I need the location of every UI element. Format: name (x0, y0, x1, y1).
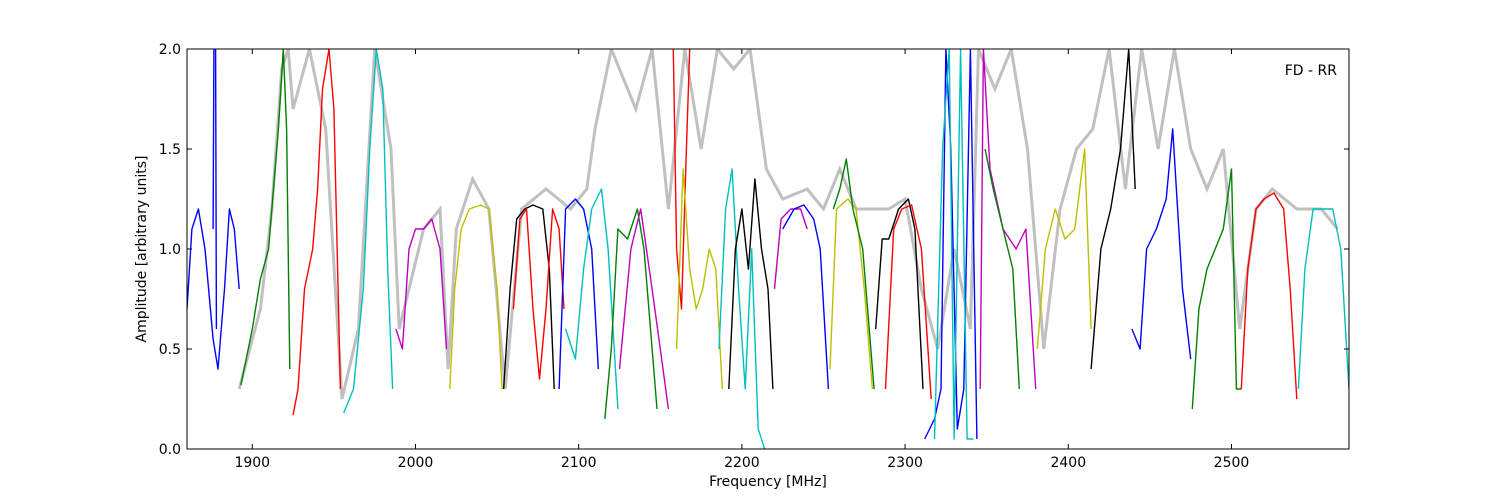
series-line-1 (212, 49, 218, 330)
series-line-31 (1240, 192, 1298, 400)
y-tick-label: 1.0 (159, 242, 181, 258)
series-line-6 (449, 204, 503, 390)
series-line-15 (718, 168, 766, 449)
x-tick-label: 2200 (724, 455, 760, 471)
background-trace (237, 49, 1339, 400)
series-line-20 (832, 158, 875, 390)
series-line-14 (675, 168, 723, 390)
series-line-2 (240, 49, 291, 386)
series-line-22 (884, 204, 932, 400)
series-line-32 (1297, 208, 1349, 390)
series-line-16 (728, 178, 774, 390)
series-line-12 (618, 208, 670, 410)
series-line-24 (933, 49, 974, 440)
series-line-13 (672, 49, 691, 310)
y-axis-title: Amplitude [arbitrary units] (134, 156, 150, 343)
series-line-29 (1131, 128, 1192, 360)
x-tick-label: 1900 (234, 455, 270, 471)
x-tick-label: 2100 (561, 455, 597, 471)
y-tick-label: 2.0 (159, 42, 181, 58)
series-line-4 (343, 49, 394, 414)
series-traces (187, 49, 1349, 449)
x-axis-title: Frequency [MHz] (709, 474, 827, 490)
series-line-18 (782, 204, 830, 390)
series-line-11 (604, 208, 658, 420)
series-line-9 (558, 198, 599, 390)
annotation-label: FD - RR (1285, 63, 1338, 79)
plot-area (187, 49, 1349, 449)
series-line-0 (187, 208, 240, 370)
y-tick-label: 0.0 (159, 442, 181, 458)
y-tick-label: 1.5 (159, 142, 181, 158)
y-tick-label: 0.5 (159, 342, 181, 358)
series-line-3 (292, 49, 342, 416)
series-line-28 (1090, 49, 1136, 370)
x-tick-label: 2300 (887, 455, 923, 471)
series-line-17 (773, 208, 808, 290)
x-axis: 1900 2000 2100 2200 2300 2400 2500 (234, 49, 1249, 471)
x-tick-label: 2500 (1214, 455, 1250, 471)
x-tick-label: 2000 (398, 455, 434, 471)
series-line-5 (395, 218, 448, 350)
y-axis: 0.0 0.5 1.0 1.5 2.0 (159, 42, 1349, 458)
background-line (237, 49, 1339, 400)
x-tick-label: 2400 (1050, 455, 1086, 471)
series-line-21 (875, 198, 924, 390)
series-line-8 (512, 208, 565, 380)
series-line-7 (502, 204, 555, 390)
series-line-30 (1191, 168, 1242, 410)
series-line-27 (1036, 148, 1092, 350)
series-line-26 (984, 148, 1020, 390)
series-line-10 (564, 188, 619, 410)
